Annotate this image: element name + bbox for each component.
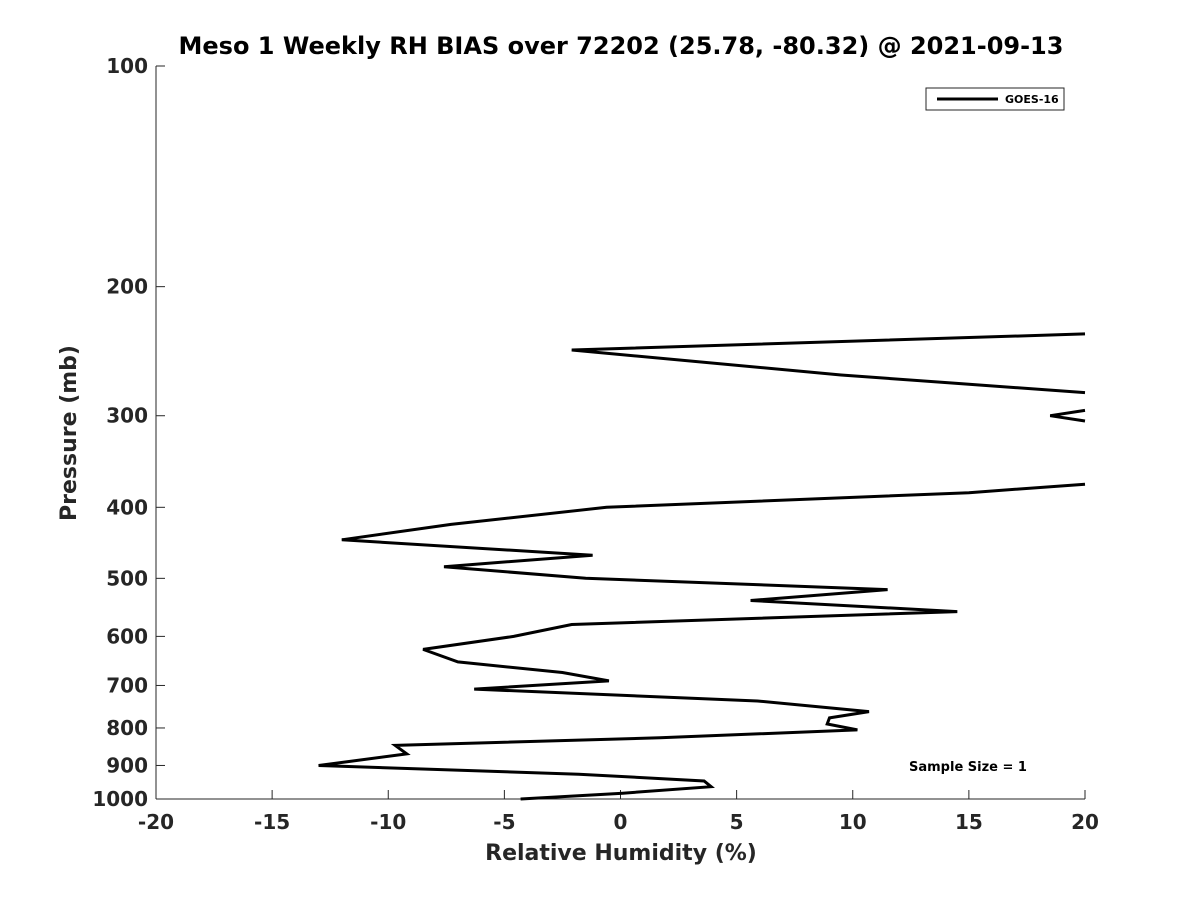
y-tick-label: 900 <box>106 753 148 777</box>
x-tick-label: 0 <box>614 810 628 834</box>
x-tick-label: 15 <box>955 810 983 834</box>
y-tick-label: 300 <box>106 404 148 428</box>
chart-title: Meso 1 Weekly RH BIAS over 72202 (25.78,… <box>179 32 1064 60</box>
x-tick-label: 20 <box>1071 810 1099 834</box>
series-group <box>318 332 1086 801</box>
y-axis-ticks: 100 200 300 400 500 600 700 800 900 1000 <box>92 54 165 811</box>
y-tick-label: 100 <box>106 54 148 78</box>
x-tick-label: -15 <box>254 810 290 834</box>
x-tick-label: 10 <box>839 810 867 834</box>
series-line-goes16 <box>318 482 1086 801</box>
legend-label-goes16: GOES-16 <box>1005 93 1059 106</box>
sample-size-annotation: Sample Size = 1 <box>909 760 1027 775</box>
y-tick-label: 400 <box>106 495 148 519</box>
x-tick-label: -20 <box>138 810 174 834</box>
x-tick-label: -5 <box>493 810 515 834</box>
y-tick-label: 200 <box>106 275 148 299</box>
y-tick-label: 500 <box>106 566 148 590</box>
x-axis-ticks: -20 -15 -10 -5 0 5 10 15 20 <box>138 790 1099 834</box>
y-tick-label: 800 <box>106 716 148 740</box>
y-axis-label: Pressure (mb) <box>57 345 82 521</box>
x-axis-label: Relative Humidity (%) <box>485 841 757 866</box>
x-tick-label: -10 <box>370 810 406 834</box>
y-tick-label: 1000 <box>92 787 148 811</box>
series-line-goes16 <box>571 332 1086 395</box>
series-line-goes16 <box>1049 408 1086 423</box>
x-tick-label: 5 <box>730 810 744 834</box>
plot-area <box>155 66 1085 800</box>
legend: GOES-16 <box>925 87 1065 111</box>
y-tick-label: 700 <box>106 673 148 697</box>
y-tick-label: 600 <box>106 624 148 648</box>
